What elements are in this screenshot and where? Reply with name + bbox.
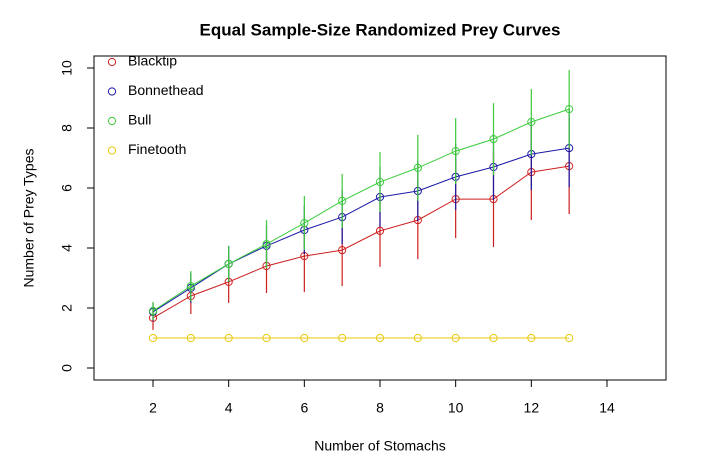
- y-tick-label: 8: [59, 124, 75, 132]
- y-tick-label: 6: [59, 184, 75, 192]
- series-line: [152, 108, 570, 312]
- data-point: [375, 333, 385, 343]
- data-point: [413, 333, 422, 343]
- data-point: [186, 282, 195, 291]
- data-point: [527, 333, 536, 343]
- data-point: [375, 177, 385, 187]
- legend-marker: [107, 116, 117, 126]
- x-tick-label: 10: [448, 400, 464, 416]
- x-tick-label: 2: [149, 400, 157, 416]
- legend-label: Blacktip: [128, 53, 177, 69]
- data-point: [148, 306, 158, 316]
- legend-label: Bonnethead: [128, 82, 204, 98]
- data-point: [565, 333, 574, 343]
- x-tick-label: 12: [524, 400, 540, 416]
- legend-marker: [107, 57, 117, 67]
- y-tick-label: 0: [59, 364, 75, 372]
- data-point: [338, 333, 347, 343]
- x-axis-label: Number of Stomachs: [314, 438, 446, 454]
- legend-marker: [107, 87, 117, 96]
- x-tick-label: 14: [599, 400, 615, 416]
- data-point: [527, 117, 536, 127]
- legend-label: Finetooth: [128, 141, 186, 157]
- series-line: [152, 165, 570, 319]
- data-point: [224, 333, 233, 343]
- y-tick-label: 2: [59, 304, 75, 312]
- data-point: [186, 333, 195, 343]
- legend-label: Bull: [128, 112, 151, 128]
- data-point: [300, 333, 309, 343]
- data-point: [338, 196, 347, 205]
- data-point: [375, 226, 385, 235]
- x-tick-label: 8: [376, 400, 384, 416]
- data-point: [262, 240, 271, 249]
- x-tick-label: 6: [300, 400, 308, 416]
- data-point: [148, 333, 158, 343]
- data-point: [413, 163, 422, 172]
- data-point: [262, 333, 271, 343]
- data-point: [489, 135, 498, 144]
- chart-title: Equal Sample-Size Randomized Prey Curves: [200, 20, 561, 39]
- data-point: [489, 333, 498, 343]
- data-point: [565, 105, 574, 114]
- x-tick-label: 4: [225, 400, 233, 416]
- y-tick-label: 4: [59, 244, 75, 252]
- legend-marker: [107, 146, 117, 155]
- data-point: [451, 147, 460, 156]
- y-axis-label: Number of Prey Types: [21, 148, 37, 287]
- data-point: [338, 246, 347, 255]
- y-tick-label: 10: [59, 60, 75, 76]
- data-point: [224, 259, 233, 268]
- data-point: [300, 219, 309, 228]
- data-point: [451, 333, 460, 343]
